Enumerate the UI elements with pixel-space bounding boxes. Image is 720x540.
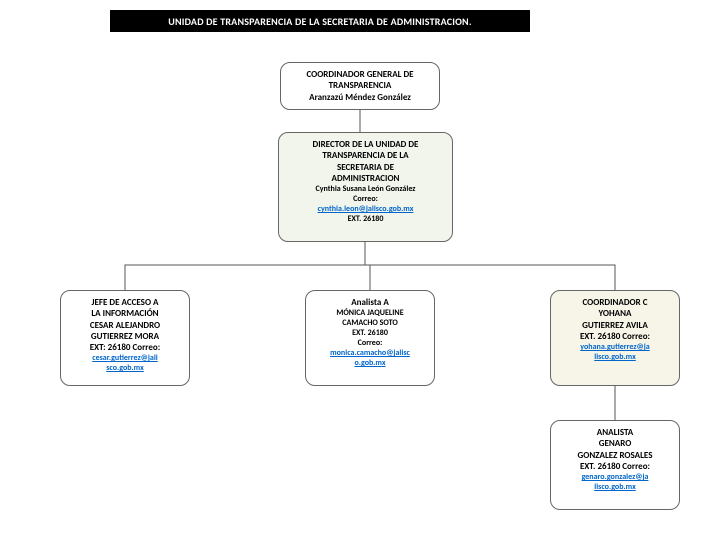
email-link[interactable]: genaro.gonzalez@ja xyxy=(559,472,671,482)
email-label: Correo: xyxy=(314,338,426,348)
person-name: GONZALEZ ROSALES xyxy=(559,450,671,461)
node-coordinador-c: COORDINADOR C YOHANA GUTIERREZ AVILA EXT… xyxy=(550,290,680,386)
role-line: COORDINADOR C xyxy=(559,297,671,308)
email-link[interactable]: o.gob.mx xyxy=(314,358,426,368)
ext-text: EXT. 26180 xyxy=(314,328,426,338)
person-name: Cynthia Susana León González xyxy=(287,184,444,194)
page-title: UNIDAD DE TRANSPARENCIA DE LA SECRETARIA… xyxy=(110,10,530,32)
person-name: YOHANA xyxy=(559,308,671,319)
role-line: TRANSPARENCIA DE LA xyxy=(287,150,444,161)
person-name: GUTIERREZ AVILA xyxy=(559,320,671,331)
email-link[interactable]: cesar.gutierrez@jali xyxy=(69,353,181,363)
node-director-unidad: DIRECTOR DE LA UNIDAD DE TRANSPARENCIA D… xyxy=(278,132,453,242)
person-name: Aranzazú Méndez González xyxy=(289,92,431,103)
node-analista-a: Analista A MÓNICA JAQUELINE CAMACHO SOTO… xyxy=(305,290,435,386)
role-line: DIRECTOR DE LA UNIDAD DE xyxy=(287,139,444,150)
role-line: Analista A xyxy=(314,297,426,308)
person-name: MÓNICA JAQUELINE xyxy=(314,308,426,318)
role-line: LA INFORMACIÓN xyxy=(69,308,181,319)
role-line: COORDINADOR GENERAL DE xyxy=(289,69,431,80)
person-name: CAMACHO SOTO xyxy=(314,318,426,328)
email-link[interactable]: lisco.gob.mx xyxy=(559,482,671,492)
role-line: TRANSPARENCIA xyxy=(289,80,431,91)
node-coordinador-general: COORDINADOR GENERAL DE TRANSPARENCIA Ara… xyxy=(280,62,440,110)
email-link[interactable]: monica.camacho@jalisc xyxy=(314,348,426,358)
title-text: UNIDAD DE TRANSPARENCIA DE LA SECRETARIA… xyxy=(168,15,471,28)
ext-text: EXT. 26180 xyxy=(287,214,444,224)
person-name: CESAR ALEJANDRO xyxy=(69,320,181,331)
role-line: JEFE DE ACCESO A xyxy=(69,297,181,308)
email-link[interactable]: sco.gob.mx xyxy=(69,363,181,373)
ext-text: EXT. 26180 Correo: xyxy=(559,331,671,342)
ext-text: EXT. 26180 Correo: xyxy=(559,461,671,472)
ext-text: EXT: 26180 Correo: xyxy=(69,342,181,353)
node-jefe-acceso: JEFE DE ACCESO A LA INFORMACIÓN CESAR AL… xyxy=(60,290,190,386)
email-label: Correo: xyxy=(287,194,444,204)
node-analista: ANALISTA GENARO GONZALEZ ROSALES EXT. 26… xyxy=(550,420,680,510)
role-line: ANALISTA xyxy=(559,427,671,438)
person-name: GENARO xyxy=(559,438,671,449)
person-name: GUTIERREZ MORA xyxy=(69,331,181,342)
email-link[interactable]: lisco.gob.mx xyxy=(559,352,671,362)
role-line: ADMINISTRACION xyxy=(287,173,444,184)
email-link[interactable]: cynthia.leon@jalisco.gob.mx xyxy=(287,204,444,214)
email-link[interactable]: yohana.gutierrez@ja xyxy=(559,342,671,352)
role-line: SECRETARIA DE xyxy=(287,162,444,173)
